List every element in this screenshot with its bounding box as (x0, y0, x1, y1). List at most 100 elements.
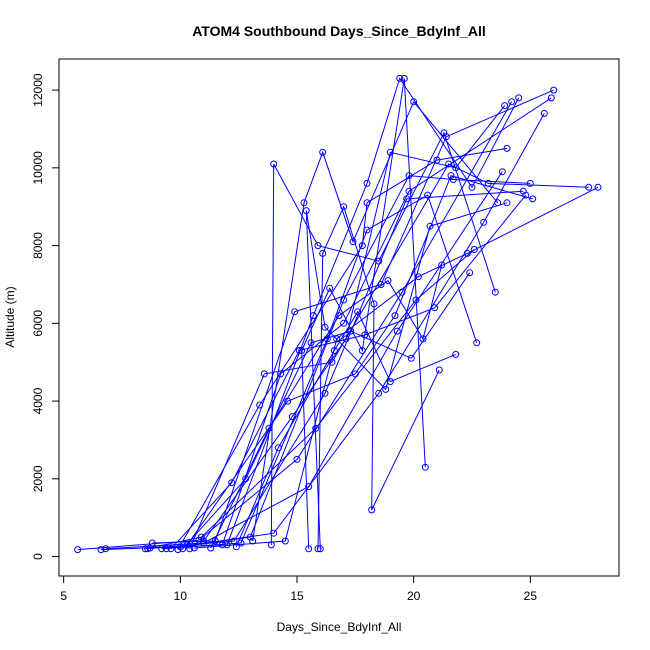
data-point (473, 339, 481, 347)
data-point (200, 537, 208, 545)
y-tick-label: 0 (31, 553, 45, 560)
series-line (182, 272, 471, 550)
data-point (298, 347, 306, 354)
series-line (170, 194, 527, 550)
data-point (447, 172, 455, 180)
series-line (270, 131, 496, 545)
data-point (148, 539, 156, 547)
data-point (480, 218, 488, 226)
data-point (305, 545, 313, 553)
series-line (189, 163, 589, 549)
data-point (419, 335, 427, 343)
data-point (368, 506, 376, 514)
data-point (97, 546, 105, 554)
plot-frame (58, 58, 620, 577)
data-point (270, 160, 278, 168)
series-line (147, 190, 524, 550)
x-tick-label: 25 (524, 589, 538, 603)
data-point (284, 397, 292, 405)
data-point (400, 74, 408, 82)
data-point (347, 327, 355, 335)
data-point (361, 331, 369, 339)
data-point (396, 74, 404, 82)
data-point (321, 389, 329, 397)
data-point (335, 312, 343, 320)
data-point (267, 541, 275, 549)
data-point (421, 463, 429, 471)
data-point (410, 98, 418, 106)
data-point (503, 144, 511, 152)
data-point (232, 543, 240, 551)
data-point (319, 148, 327, 156)
data-point (354, 308, 362, 316)
data-point (498, 168, 506, 176)
y-tick-label: 6000 (31, 310, 45, 337)
data-point (370, 300, 378, 308)
data-point (351, 370, 359, 378)
series-line (235, 310, 456, 547)
data-point (314, 242, 322, 250)
data-point (340, 296, 348, 304)
y-axis: 0 2000 4000 6000 8000 10000 12000 (31, 73, 60, 560)
data-point (223, 541, 231, 549)
data-point (435, 366, 443, 374)
series-line (186, 174, 533, 546)
data-point (190, 544, 198, 552)
series-line (105, 171, 503, 550)
data-point (314, 545, 322, 553)
data-point (358, 347, 366, 354)
data-point (438, 261, 446, 269)
data-point (526, 179, 534, 187)
data-point (74, 546, 82, 554)
data-point (293, 455, 301, 463)
y-tick-label: 10000 (31, 151, 45, 185)
x-tick-label: 10 (174, 589, 188, 603)
data-point (470, 246, 478, 253)
data-point (503, 199, 511, 207)
data-point (102, 545, 110, 553)
x-tick-label: 5 (60, 589, 67, 603)
data-point (179, 545, 187, 553)
series-line (203, 105, 506, 542)
data-point (358, 242, 366, 250)
data-point (391, 312, 399, 320)
series-line (317, 205, 440, 549)
data-point (445, 160, 453, 168)
data-point (452, 350, 460, 358)
data-point (550, 86, 558, 94)
data-point (228, 479, 236, 487)
x-tick-label: 20 (407, 589, 421, 603)
data-point (405, 187, 413, 195)
data-point (326, 284, 334, 292)
data-point (547, 94, 555, 102)
x-tick-label: 15 (290, 589, 304, 603)
data-point (158, 545, 166, 553)
data-point (330, 347, 338, 354)
x-axis-label: Days_Since_BdyInf_All (277, 620, 402, 634)
series-line (305, 202, 508, 549)
data-point (316, 545, 324, 553)
data-point (162, 545, 170, 553)
y-tick-label: 2000 (31, 465, 45, 492)
data-point (307, 339, 315, 347)
data-point (295, 347, 303, 354)
y-axis-label: Altitude (m) (3, 286, 17, 347)
plot-series (74, 74, 602, 554)
series-line (210, 264, 443, 549)
data-point (340, 203, 348, 211)
data-point (508, 98, 516, 106)
data-point (384, 277, 392, 285)
data-point (288, 413, 296, 421)
data-point (321, 323, 329, 331)
data-point (319, 249, 327, 257)
data-point (431, 304, 439, 312)
y-tick-label: 4000 (31, 387, 45, 414)
data-point (270, 529, 278, 537)
data-point (260, 370, 268, 378)
data-point (167, 545, 175, 553)
data-point (585, 183, 593, 191)
data-point (349, 238, 357, 246)
series-line (77, 101, 513, 551)
data-point (249, 537, 257, 545)
